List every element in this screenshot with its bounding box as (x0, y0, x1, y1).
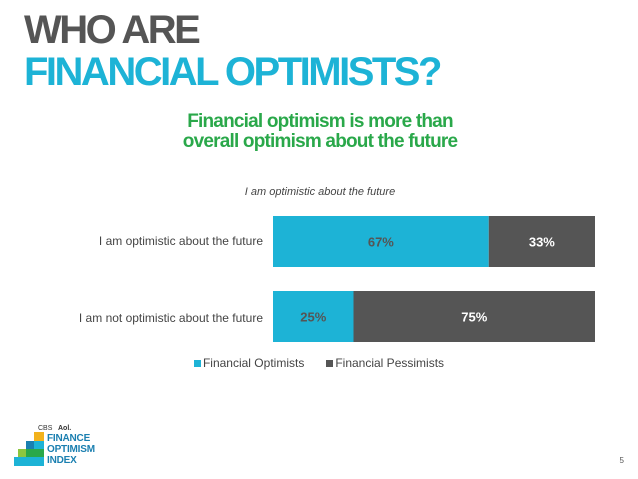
legend-item-pessimists: Financial Pessimists (326, 356, 444, 370)
data-label-financial-pessimists-0: 33% (529, 235, 555, 250)
logo-text-line3: INDEX (47, 455, 77, 466)
page-subtitle: Financial optimism is more than overall … (150, 112, 490, 152)
chart-legend: Financial Optimists Financial Pessimists (0, 356, 638, 370)
legend-swatch-pessimists (326, 359, 334, 367)
logo-text-line2: OPTIMISM (47, 444, 95, 455)
bar-financial-optimists-1 (273, 291, 354, 342)
data-label-financial-pessimists-1: 75% (461, 310, 487, 325)
legend-item-optimists: Financial Optimists (193, 356, 305, 370)
page-title-line1: WHO ARE (24, 8, 201, 52)
legend-label-pessimists: Financial Pessimists (335, 356, 445, 370)
category-label-optimistic: I am optimistic about the future (98, 234, 263, 248)
bar-financial-pessimists-1 (353, 291, 595, 342)
bar-financial-pessimists-0 (488, 216, 595, 267)
page-title-line2: FINANCIAL OPTIMISTS? (24, 50, 442, 94)
legend-swatch-optimists (193, 359, 201, 367)
bar-financial-optimists-0 (273, 216, 489, 267)
category-label-not-optimistic: I am not optimistic about the future (78, 311, 263, 325)
data-label-financial-optimists-1: 25% (300, 310, 326, 325)
subtitle-line2: overall optimism about the future (182, 131, 458, 152)
subtitle-line1: Financial optimism is more than (187, 111, 453, 132)
data-label-financial-optimists-0: 67% (368, 235, 394, 250)
page-number: 5 (619, 456, 624, 465)
logo-steps-icon (14, 432, 44, 466)
logo-brand-aol: Aol. (58, 425, 72, 432)
chart-title: I am optimistic about the future (244, 186, 396, 198)
logo-brand-cbs: CBS (38, 425, 53, 432)
legend-label-optimists: Financial Optimists (202, 356, 305, 370)
logo-text-line1: FINANCE (47, 433, 91, 444)
